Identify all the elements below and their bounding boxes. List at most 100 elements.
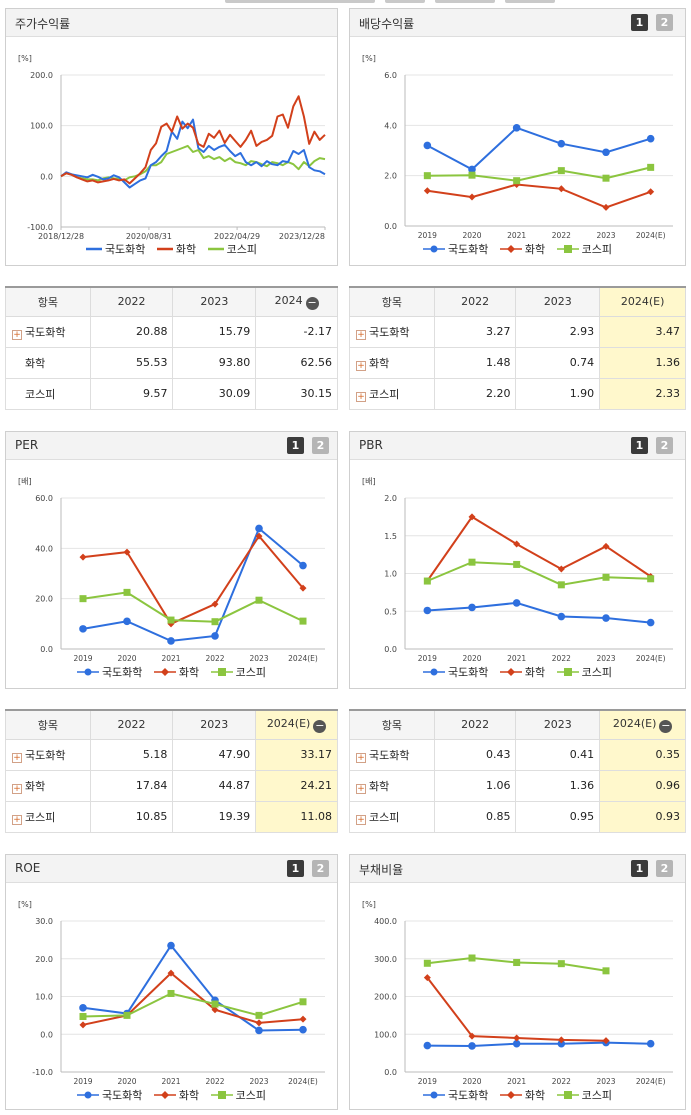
data-point xyxy=(255,1026,263,1035)
row-name: 화학 xyxy=(25,779,46,793)
x-tick-label: 2023 xyxy=(249,654,268,663)
row-name-cell[interactable]: + 코스피 xyxy=(349,800,435,833)
chart-legend: 국도화학 화학 코스피 xyxy=(6,664,337,680)
value-cell: 0.41 xyxy=(515,738,601,771)
value-cell: 2.93 xyxy=(515,315,601,348)
collapse-icon[interactable]: − xyxy=(659,718,673,733)
expand-icon[interactable]: + xyxy=(12,752,22,763)
data-point xyxy=(557,139,566,148)
row-name-cell[interactable]: + 화학 xyxy=(5,769,91,802)
value-cell: 0.43 xyxy=(433,738,517,771)
row-name-cell[interactable]: + 국도화학 xyxy=(5,738,91,771)
expand-icon[interactable]: + xyxy=(356,783,366,794)
table-row: + 국도화학 5.18 47.90 33.17 xyxy=(5,738,338,771)
y-tick-label: 100.0 xyxy=(30,122,53,131)
expand-icon[interactable]: + xyxy=(12,329,22,340)
legend-item: 국도화학 xyxy=(422,241,488,257)
column-header: 2024− xyxy=(255,287,338,317)
data-point xyxy=(602,1037,610,1045)
row-name: 화학 xyxy=(369,356,390,370)
series-line xyxy=(427,166,651,182)
value-cell: 47.90 xyxy=(172,738,257,771)
series-line xyxy=(60,118,326,189)
expand-icon[interactable]: + xyxy=(356,360,366,371)
tab-2-button[interactable]: 2 xyxy=(656,437,673,454)
value-cell: 30.09 xyxy=(172,377,257,410)
y-tick-label: 30.0 xyxy=(35,917,53,926)
y-tick-label: 0.0 xyxy=(384,222,397,231)
expand-icon[interactable]: + xyxy=(12,783,22,794)
row-name-cell[interactable]: + 코스피 xyxy=(349,377,435,410)
tab-2-button[interactable]: 2 xyxy=(312,437,329,454)
tab-1-button[interactable]: 1 xyxy=(287,860,304,877)
tab-2-button[interactable]: 2 xyxy=(656,14,673,31)
expand-icon[interactable]: + xyxy=(356,329,366,340)
legend-square-icon xyxy=(556,1091,579,1099)
row-name-cell[interactable]: + 국도화학 xyxy=(349,738,435,771)
data-point xyxy=(167,941,175,950)
column-header: 2022 xyxy=(89,287,174,317)
expand-icon[interactable]: + xyxy=(356,391,366,402)
x-tick-label: 2023 xyxy=(596,1077,615,1086)
table-header-row: 항목 2022 2023 2024(E) − xyxy=(349,710,686,740)
row-name-cell[interactable]: + 화학 xyxy=(349,346,435,379)
tab-2-button[interactable]: 2 xyxy=(312,860,329,877)
data-point xyxy=(646,618,655,627)
tab-1-button[interactable]: 1 xyxy=(631,860,648,877)
data-point xyxy=(299,617,307,625)
row-name-cell[interactable]: + 화학 xyxy=(349,769,435,802)
legend-diamond-icon xyxy=(153,668,176,676)
x-tick-label: 2022/04/29 xyxy=(214,232,260,241)
collapse-icon[interactable]: − xyxy=(313,718,327,733)
row-name: 코스피 xyxy=(369,387,400,401)
data-point xyxy=(646,134,655,143)
x-tick-label: 2023 xyxy=(249,1077,268,1086)
data-point xyxy=(79,625,87,633)
legend-dot-icon xyxy=(76,1091,99,1099)
legend-item: 국도화학 xyxy=(85,241,145,257)
tab-1-button[interactable]: 1 xyxy=(631,14,648,31)
row-name-cell[interactable]: + 국도화학 xyxy=(5,315,91,348)
data-point xyxy=(513,177,521,185)
legend-item: 화학 xyxy=(499,1087,545,1103)
data-point xyxy=(167,620,175,628)
data-point xyxy=(468,171,476,179)
value-cell: 11.08 xyxy=(255,800,338,833)
value-cell: 30.15 xyxy=(255,377,338,410)
tab-1-button[interactable]: 1 xyxy=(631,437,648,454)
table-row: 코스피 9.57 30.09 30.15 xyxy=(5,377,338,410)
value-cell: 55.53 xyxy=(89,346,174,379)
x-tick-label: 2024(E) xyxy=(288,654,318,663)
data-point xyxy=(167,637,175,645)
unit-label: [%] xyxy=(18,54,32,63)
data-point xyxy=(468,1042,476,1050)
data-point xyxy=(167,989,175,997)
column-header: 2024(E) xyxy=(599,287,686,317)
series-line xyxy=(426,561,651,586)
row-name-cell[interactable]: + 국도화학 xyxy=(349,315,435,348)
column-header: 항목 xyxy=(5,287,91,317)
chart-dividend: [%] 6.0 4.0 2.0 0.0 2019 2020 2021 2022 2023 2024(… xyxy=(362,54,673,240)
tab-2-button[interactable]: 2 xyxy=(656,860,673,877)
row-name: 코스피 xyxy=(25,387,56,401)
table-row: + 코스피 2.20 1.90 2.33 xyxy=(349,377,686,410)
collapse-icon[interactable]: − xyxy=(305,295,319,310)
expand-icon[interactable]: + xyxy=(356,752,366,763)
expand-icon[interactable]: + xyxy=(356,814,366,825)
x-tick-label: 2020/08/31 xyxy=(126,232,172,241)
x-tick-label: 2019 xyxy=(418,1077,437,1086)
panel-title: ROE xyxy=(15,861,41,875)
table-header-row: 항목 2022 2023 2024(E) xyxy=(349,287,686,317)
unit-label: [%] xyxy=(18,900,32,909)
row-name-cell[interactable]: + 코스피 xyxy=(5,800,91,833)
data-point xyxy=(557,1036,565,1044)
expand-icon[interactable]: + xyxy=(12,814,22,825)
tab-1-button[interactable]: 1 xyxy=(287,437,304,454)
legend-item: 코스피 xyxy=(556,241,612,257)
series-line xyxy=(60,95,326,185)
y-tick-label: 1.5 xyxy=(384,532,397,541)
legend-line-icon xyxy=(85,247,102,251)
series-line xyxy=(427,601,651,624)
row-name-cell: 화학 xyxy=(5,346,91,379)
panel-title: PER xyxy=(15,438,39,452)
